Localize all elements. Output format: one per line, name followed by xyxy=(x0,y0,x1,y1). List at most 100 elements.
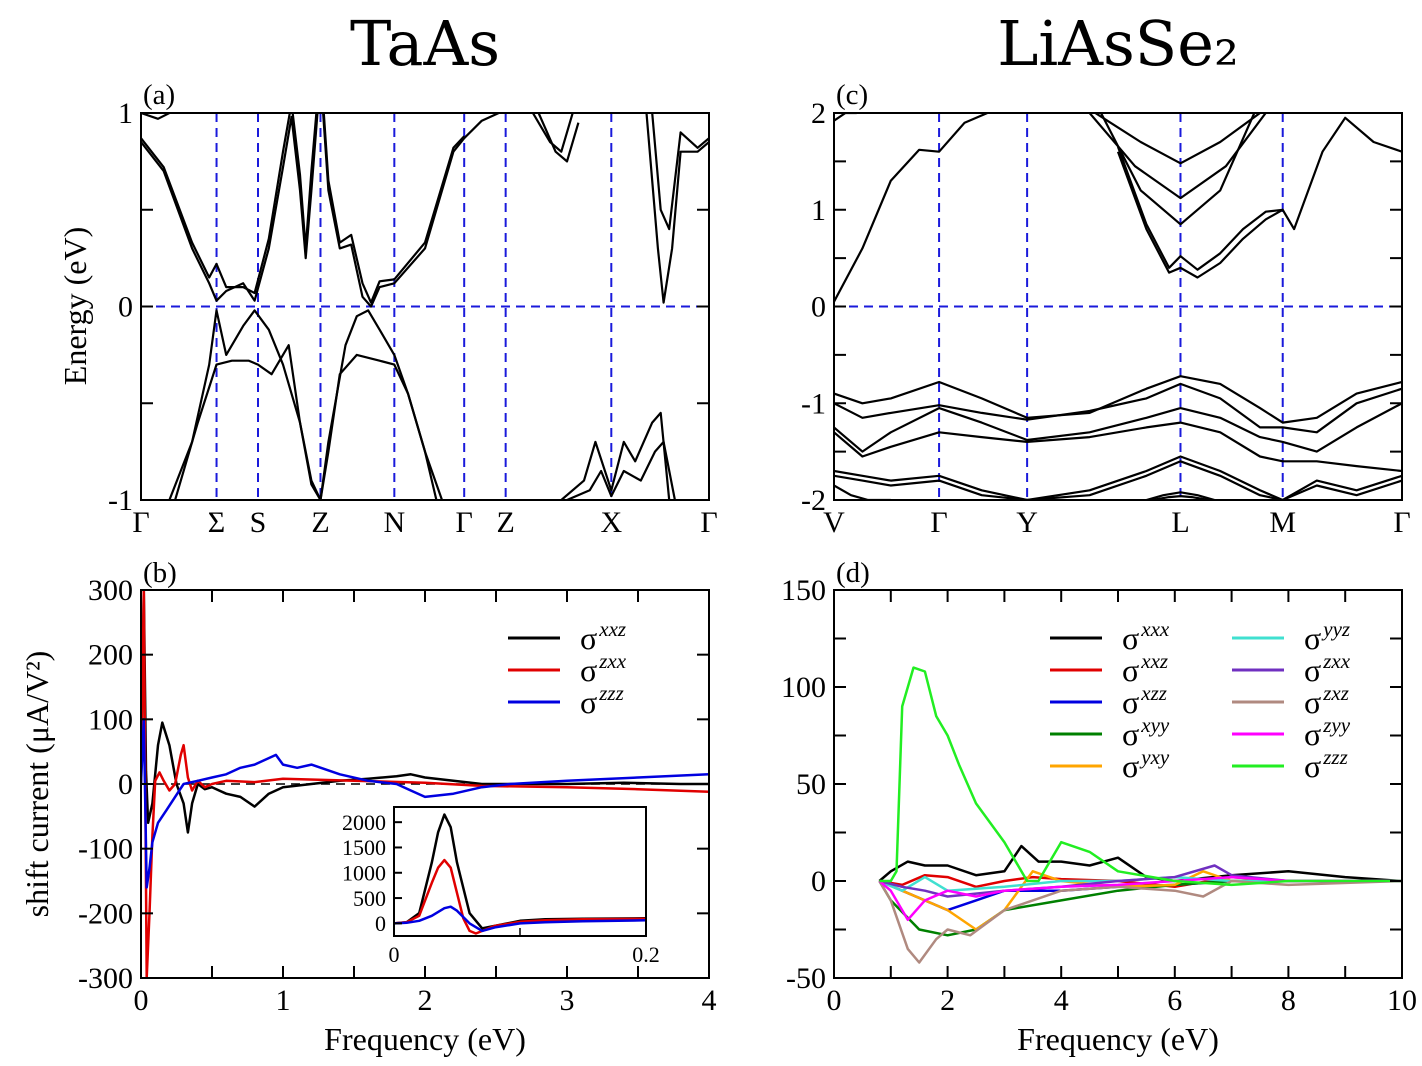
panel-b-inset-xtick-label: 0 xyxy=(389,942,400,967)
panel-label: (a) xyxy=(143,79,175,111)
panel-b-ytick-label: 300 xyxy=(88,574,133,607)
panel-b-line-xxz xyxy=(141,590,709,834)
panel-c-band xyxy=(834,113,992,303)
panel-a-band xyxy=(560,411,671,500)
panel-b-inset-ytick-label: 1000 xyxy=(342,860,386,885)
panel-b-xlabel: Frequency (eV) xyxy=(324,1021,526,1057)
panel-d-line-zxx xyxy=(879,864,1402,898)
panel-a-kpoint-label: N xyxy=(383,506,405,539)
panel-b-inset-line-zzz xyxy=(394,905,646,933)
panel-d-line-zxz xyxy=(878,879,1402,964)
panel-d-line-zyy xyxy=(878,875,1402,922)
panel-c-kpoint-label: Y xyxy=(1016,506,1038,539)
panel-d-xtick-label: 8 xyxy=(1281,984,1296,1017)
panel-d-ytick-label: 150 xyxy=(781,574,826,607)
panel-c-band xyxy=(1151,495,1210,500)
panel-d-legend-label: σzzz xyxy=(1304,745,1348,784)
panel-b-legend-sup: zxx xyxy=(598,649,626,673)
panel-b-series-group xyxy=(141,590,709,978)
panel-c-band xyxy=(1116,116,1402,279)
panel-c-kpoint-label: L xyxy=(1171,506,1189,539)
panel-c-band xyxy=(1146,491,1215,500)
panel-c-band xyxy=(834,455,1402,500)
panel-a-ytick-label: -1 xyxy=(108,484,133,517)
panel-a-band xyxy=(645,113,709,304)
panel-c-bands xyxy=(834,113,1402,500)
title-right: LiAsSe₂ xyxy=(997,7,1239,80)
panel-b-inset-ytick-label: 1500 xyxy=(342,835,386,860)
panel-a-kpoint-label: Γ xyxy=(456,506,473,539)
panel-a-kpoint-label: Γ xyxy=(700,506,717,539)
panel-a-frame xyxy=(140,112,710,501)
panel-c-band xyxy=(834,484,891,500)
panel-a-band xyxy=(141,113,500,308)
panel-d-legend-sup: xzz xyxy=(1140,681,1167,705)
panel-c-ytick-label: -2 xyxy=(801,484,826,517)
panel-d-legend-sup: xyy xyxy=(1140,713,1170,737)
panel-d-line-yyz xyxy=(878,875,1402,892)
panel-d-legend-label: σzxx xyxy=(1304,649,1351,688)
panel-c-band xyxy=(834,382,1402,434)
panel-b-frame xyxy=(140,589,710,979)
panel-c-band xyxy=(834,460,1402,500)
panel-label: (b) xyxy=(143,557,177,589)
panel-b-inset-frame xyxy=(393,806,647,937)
panel-b-ytick-label: -100 xyxy=(78,833,133,866)
panel-a-kpoint-label: S xyxy=(250,506,267,539)
panel-a-ytick-label: 0 xyxy=(118,291,133,324)
panel-c-ytick-label: 1 xyxy=(811,194,826,227)
panel-a-kpoint-label: Σ xyxy=(208,506,225,539)
panel-d-line-zzz xyxy=(879,666,1402,887)
panel-b-xtick-label: 3 xyxy=(560,984,575,1017)
panel-d-ytick-label: 0 xyxy=(811,865,826,898)
panel-c-band xyxy=(834,113,857,122)
panel-d-xtick-label: 2 xyxy=(940,984,955,1017)
panel-d-legend-sup: zzz xyxy=(1322,745,1348,769)
panel-b-inset-ytick-label: 0 xyxy=(375,911,386,936)
panel-d-series-group xyxy=(878,666,1402,964)
panel-d-ytick-label: 50 xyxy=(796,768,826,801)
panel-c-kpoint-label: Γ xyxy=(1393,506,1410,539)
title-left: TaAs xyxy=(350,7,500,80)
panel-d-legend-sup: yxy xyxy=(1139,745,1170,769)
panel-b-ylabel: shift current (μA/V²) xyxy=(19,651,55,918)
panel-a-band xyxy=(174,344,444,500)
panel-b-ytick-label: 200 xyxy=(88,639,133,672)
panel-b-line-zxx xyxy=(141,590,709,978)
panel-d-legend-sup: zyy xyxy=(1322,713,1350,737)
panel-d-ytick-label: -50 xyxy=(786,962,826,995)
panel-b-inset-series-group xyxy=(394,813,646,935)
panel-a-band xyxy=(566,440,676,500)
panel-c-band xyxy=(1100,113,1256,226)
panel-b-inset-ytick-label: 500 xyxy=(353,886,386,911)
panel-d-legend-label: σyxy xyxy=(1122,745,1170,784)
panel-a-band xyxy=(537,113,580,163)
panel-a-kpoint-label: Γ xyxy=(132,506,149,539)
panel-c-kpoint-label: Γ xyxy=(930,506,947,539)
panel-b-legend-label: σzzz xyxy=(580,681,624,720)
panel-b-ytick-label: -200 xyxy=(78,897,133,930)
panel-d-legend-sup: xxx xyxy=(1140,617,1170,641)
panel-c-ytick-label: 2 xyxy=(811,97,826,130)
panel-b-xtick-label: 4 xyxy=(702,984,717,1017)
panel-c-band xyxy=(834,421,1402,473)
panel-d-xtick-label: 4 xyxy=(1054,984,1069,1017)
panel-a-band xyxy=(651,113,709,231)
panel-b-legend-sup: zzz xyxy=(598,681,624,705)
panel-b-ytick-label: -300 xyxy=(78,962,133,995)
panel-d-legend-label: σxxx xyxy=(1122,617,1170,656)
panel-d-legend-sup: yyz xyxy=(1321,617,1350,641)
panel-d-xlabel: Frequency (eV) xyxy=(1017,1021,1219,1057)
panel-d-legend-sup: zxz xyxy=(1322,681,1349,705)
panel-b-inset-ytick-label: 2000 xyxy=(342,810,386,835)
panel-a-band xyxy=(141,113,466,304)
panel-b-inset-xtick-label: 0.2 xyxy=(632,942,660,967)
panel-a-band xyxy=(531,113,574,153)
panel-a-kpoint-label: Z xyxy=(311,506,329,539)
panel-c-band xyxy=(834,402,1402,453)
panel-a-ylabel: Energy (eV) xyxy=(57,227,93,385)
panel-a-ytick-label: 1 xyxy=(118,97,133,130)
panel-c-kpoint-label: V xyxy=(823,506,845,539)
